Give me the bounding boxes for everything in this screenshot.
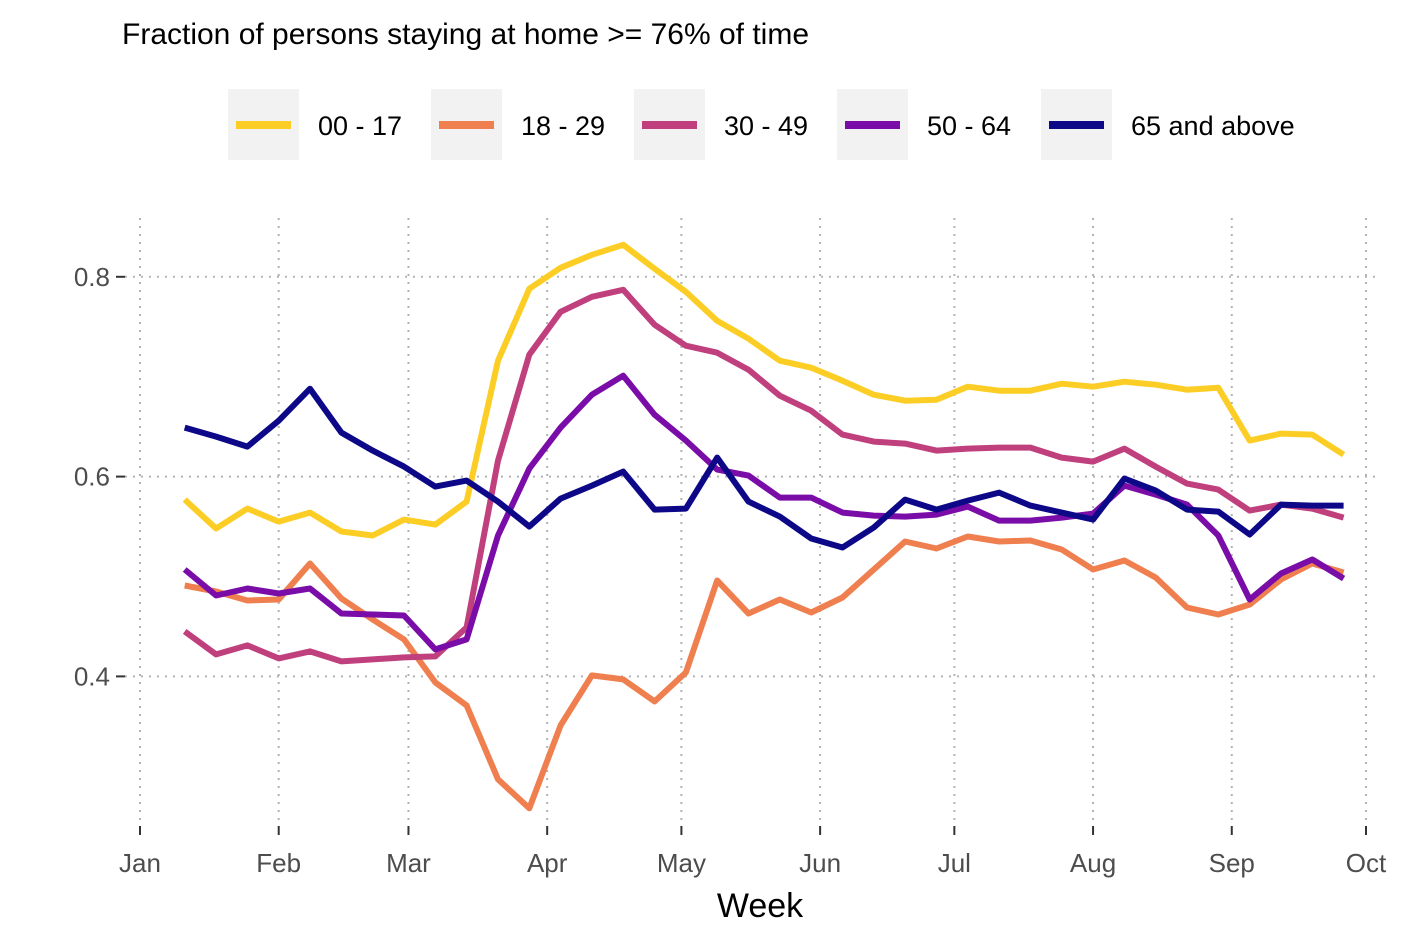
legend-label: 65 and above <box>1131 111 1295 141</box>
x-tick-label: May <box>657 848 706 878</box>
legend-label: 50 - 64 <box>927 111 1011 141</box>
y-tick-label: 0.6 <box>74 462 110 492</box>
series-line-4 <box>182 372 1346 653</box>
legend-label: 30 - 49 <box>724 111 808 141</box>
x-tick-label: Jun <box>799 848 841 878</box>
grid-lines <box>125 218 1378 826</box>
x-tick-label: Apr <box>527 848 568 878</box>
chart-title: Fraction of persons staying at home >= 7… <box>122 18 809 51</box>
x-tick-label: Mar <box>386 848 431 878</box>
legend-label: 00 - 17 <box>318 111 402 141</box>
x-axis-title: Week <box>717 887 804 925</box>
x-tick-label: Oct <box>1346 848 1387 878</box>
x-tick-label: Jul <box>938 848 971 878</box>
x-tick-label: Jan <box>119 848 161 878</box>
x-tick-label: Feb <box>256 848 301 878</box>
y-tick-label: 0.8 <box>74 262 110 292</box>
series-line-5 <box>183 385 1344 551</box>
series-lines <box>182 241 1346 812</box>
legend-label: 18 - 29 <box>521 111 605 141</box>
y-axis: 0.4 0.6 0.8 <box>74 262 125 691</box>
y-tick-label: 0.4 <box>74 661 110 691</box>
legend: 00 - 17 18 - 29 30 - 49 50 - 64 65 and above <box>228 89 1295 160</box>
series-line-3 <box>182 286 1345 665</box>
series-line-1 <box>182 241 1346 539</box>
x-axis: Jan Feb Mar Apr May Jun Jul Aug Sep Oct <box>119 826 1387 878</box>
x-tick-label: Sep <box>1209 848 1255 878</box>
x-tick-label: Aug <box>1070 848 1116 878</box>
series-line-2 <box>184 533 1345 812</box>
